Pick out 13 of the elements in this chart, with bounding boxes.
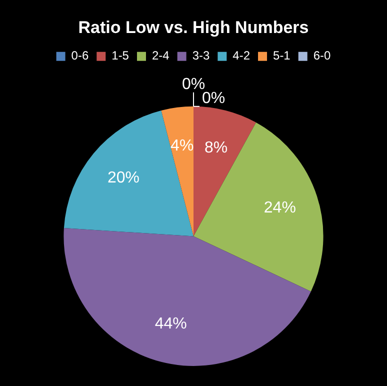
data-label: 8% [204, 140, 228, 157]
chart-title: Ratio Low vs. High Numbers [78, 18, 309, 37]
legend-label: 0-6 [71, 48, 89, 63]
legend-label: 5-1 [273, 48, 291, 63]
legend-label: 6-0 [313, 48, 332, 63]
legend-label: 4-2 [232, 48, 250, 63]
legend-label: 2-4 [152, 48, 170, 63]
data-label: 20% [107, 170, 140, 187]
data-label: 24% [264, 200, 296, 217]
data-label: 4% [170, 137, 194, 154]
legend-label: 1-5 [112, 48, 130, 63]
data-label: 44% [154, 316, 187, 333]
legend-label: 3-3 [192, 48, 210, 63]
